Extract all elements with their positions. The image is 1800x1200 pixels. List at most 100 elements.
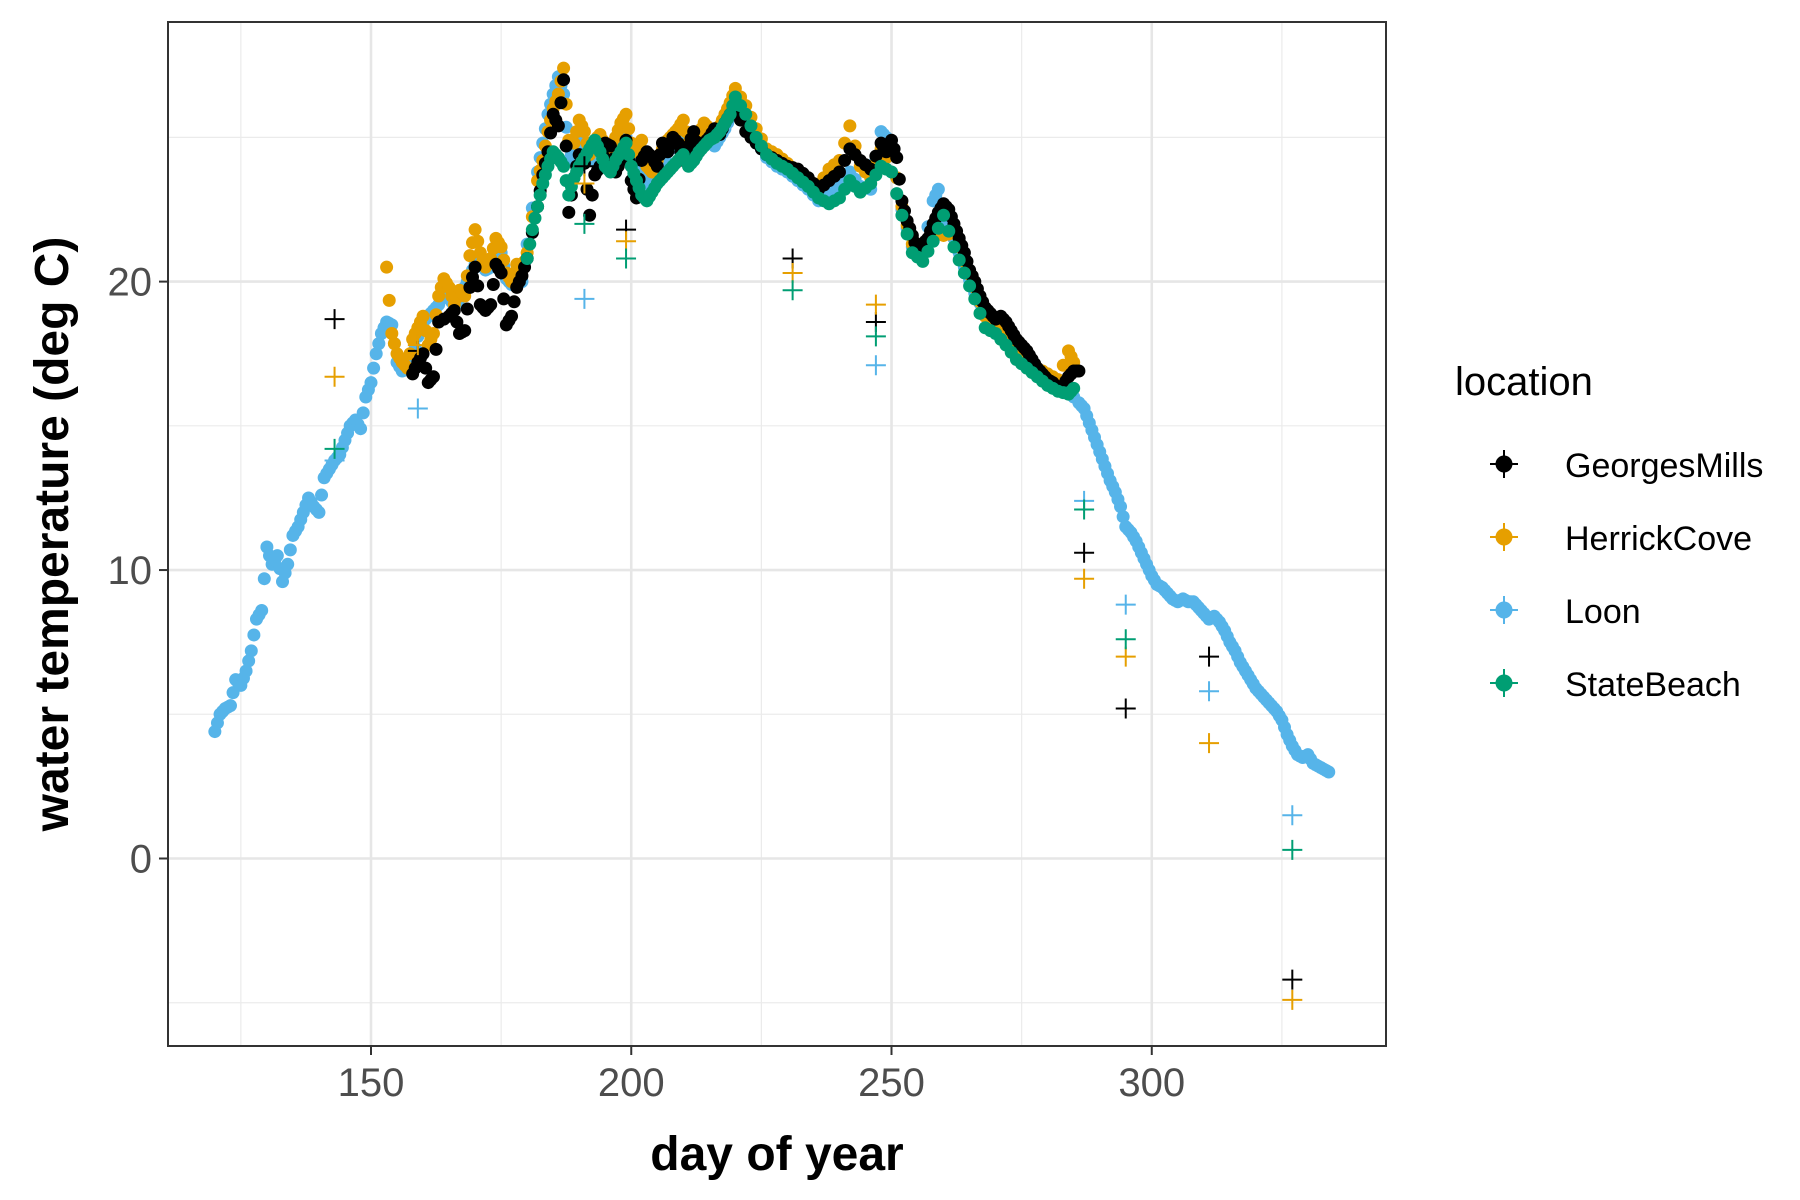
cross-point — [407, 398, 428, 419]
data-point — [1056, 358, 1070, 372]
data-point — [471, 279, 485, 293]
data-point — [931, 182, 945, 196]
data-point — [497, 292, 511, 306]
data-point — [890, 151, 904, 165]
cross-point — [1115, 629, 1136, 650]
cross-point — [1282, 989, 1303, 1010]
data-point — [364, 376, 378, 390]
data-point — [900, 227, 914, 241]
data-point — [505, 309, 519, 323]
cross-point — [1282, 969, 1303, 990]
data-point — [385, 327, 399, 341]
legend-item-georgesmills: GeorgesMills — [1490, 447, 1763, 485]
data-point — [557, 61, 571, 75]
data-point — [739, 107, 753, 121]
data-point — [312, 505, 326, 519]
data-point — [885, 165, 899, 179]
data-point — [382, 293, 396, 307]
data-point — [450, 315, 464, 329]
cross-point — [782, 262, 803, 283]
x-tick-label: 150 — [338, 1061, 405, 1105]
data-point — [463, 249, 477, 263]
data-point — [223, 699, 237, 713]
cross-point — [574, 288, 595, 309]
data-point — [531, 200, 545, 214]
data-point — [973, 306, 987, 320]
data-point — [520, 252, 534, 266]
data-point — [468, 260, 482, 274]
data-point — [559, 139, 573, 153]
cross-point — [1115, 698, 1136, 719]
data-point — [583, 208, 597, 222]
cross-point — [574, 156, 595, 177]
data-point — [239, 664, 253, 678]
data-point — [926, 234, 940, 248]
cross-point — [865, 355, 886, 376]
data-point — [1072, 364, 1086, 378]
data-point — [468, 223, 482, 237]
data-point — [281, 557, 295, 571]
legend-dot-key — [1495, 674, 1513, 692]
y-tick-label: 0 — [130, 838, 152, 882]
data-point — [650, 159, 664, 173]
data-point — [895, 208, 909, 222]
data-point — [486, 277, 500, 291]
data-point — [1114, 500, 1128, 514]
data-point — [931, 221, 945, 235]
data-point — [942, 224, 956, 238]
cross-point — [1282, 805, 1303, 826]
cross-point — [324, 366, 345, 387]
cross-point — [1074, 499, 1095, 520]
data-point — [242, 654, 256, 668]
cross-point — [1115, 646, 1136, 667]
data-point — [554, 96, 568, 110]
data-point — [687, 125, 701, 139]
data-point — [562, 205, 576, 219]
data-point — [494, 240, 508, 254]
data-point — [525, 223, 539, 237]
plot-background — [168, 22, 1386, 1046]
series-statebeach — [520, 90, 1081, 401]
data-point — [447, 303, 461, 317]
data-point — [387, 337, 401, 351]
data-point — [507, 295, 521, 309]
y-axis-title: water temperature (deg C) — [26, 237, 79, 833]
data-point — [523, 237, 537, 251]
data-point — [494, 266, 508, 280]
cross-point — [616, 248, 637, 269]
data-point — [957, 266, 971, 280]
cross-point — [865, 294, 886, 315]
data-point — [963, 279, 977, 293]
data-point — [369, 347, 383, 361]
x-tick-label: 300 — [1118, 1061, 1185, 1105]
data-point — [426, 327, 440, 341]
x-tick-label: 250 — [858, 1061, 925, 1105]
data-point — [372, 337, 386, 351]
data-point — [1116, 510, 1130, 524]
data-point — [838, 153, 852, 167]
y-tick-label: 10 — [108, 549, 153, 593]
data-point — [635, 133, 649, 147]
axis-ticks: 150 200 250 300 0 10 20 — [108, 261, 1186, 1105]
data-point — [426, 370, 440, 384]
data-point — [1322, 765, 1336, 779]
data-point — [283, 543, 297, 557]
data-point — [356, 406, 370, 420]
data-point — [528, 211, 542, 225]
cross-point — [574, 213, 595, 234]
data-point — [676, 113, 690, 127]
data-point — [916, 254, 930, 268]
data-points — [208, 61, 1336, 1010]
data-point — [270, 549, 284, 563]
legend-label: StateBeach — [1565, 666, 1741, 704]
data-point — [460, 302, 474, 316]
crosses-herrickcove — [324, 173, 1303, 1010]
data-point — [484, 298, 498, 312]
data-point — [416, 309, 430, 323]
data-point — [947, 240, 961, 254]
cross-point — [1282, 839, 1303, 860]
data-point — [603, 139, 617, 153]
data-point — [1067, 381, 1081, 395]
x-axis-title: day of year — [650, 1128, 903, 1181]
